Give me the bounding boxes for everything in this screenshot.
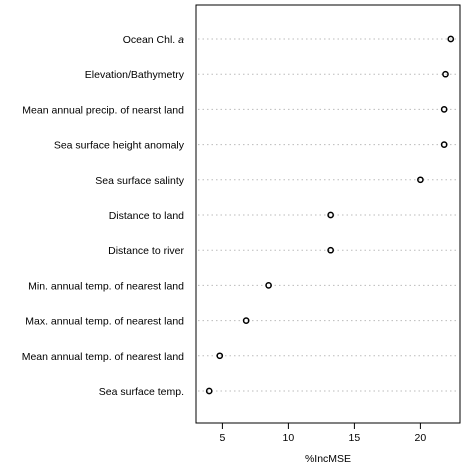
data-point — [442, 70, 449, 78]
category-label: Mean annual temp. of nearest land — [22, 351, 184, 363]
data-point — [327, 246, 334, 254]
category-label: Sea surface temp. — [99, 386, 184, 398]
data-point — [216, 352, 224, 360]
data-point — [327, 211, 334, 219]
x-tick-label: 15 — [349, 432, 361, 444]
data-point — [205, 387, 213, 395]
data-point — [447, 35, 455, 43]
data-point — [242, 317, 250, 324]
category-label: Sea surface height anomaly — [54, 140, 185, 152]
x-tick-label: 20 — [415, 432, 427, 444]
category-label: Distance to land — [109, 210, 184, 222]
data-point — [265, 282, 272, 289]
x-axis-title: %IncMSE — [305, 453, 351, 465]
data-point — [417, 176, 424, 184]
category-label: Ocean Chl. a — [123, 34, 184, 46]
data-point — [440, 141, 448, 148]
category-label: Elevation/Bathymetry — [85, 69, 185, 81]
category-label: Distance to river — [108, 245, 184, 257]
x-tick-label: 10 — [283, 432, 295, 444]
category-label: Min. annual temp. of nearest land — [28, 280, 184, 292]
x-tick-label: 5 — [219, 432, 225, 444]
category-label: Max. annual temp. of nearest land — [25, 316, 184, 328]
category-label: Mean annual precip. of nearst land — [22, 104, 184, 116]
data-point — [440, 106, 448, 113]
category-label: Sea surface salinty — [95, 175, 184, 187]
